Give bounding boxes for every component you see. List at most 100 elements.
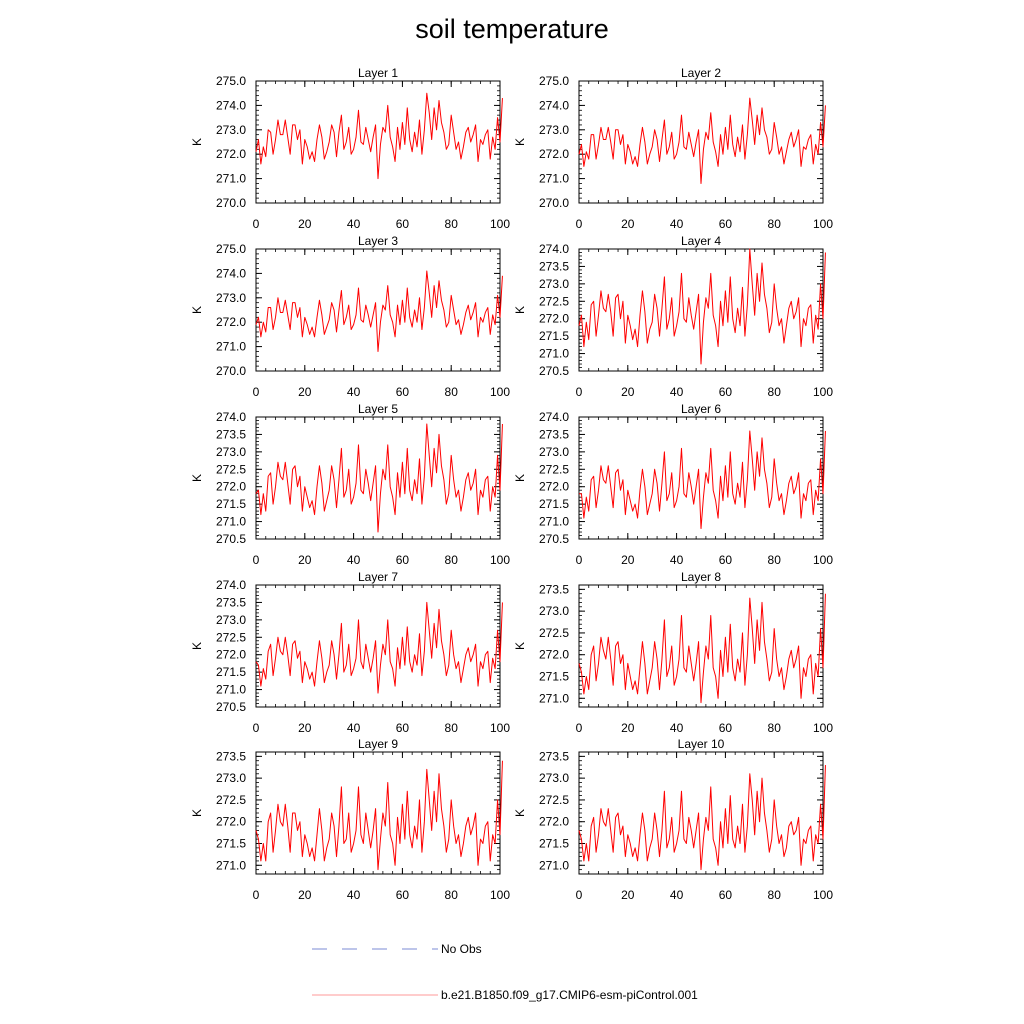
y-tick-label: 270.5	[216, 532, 246, 546]
x-tick-label: 60	[719, 217, 733, 231]
y-tick-label: 272.0	[539, 147, 569, 161]
x-tick-label: 40	[347, 217, 361, 231]
y-tick-label: 273.0	[216, 123, 246, 137]
x-tick-label: 100	[490, 385, 510, 399]
y-tick-label: 275.0	[216, 242, 246, 256]
y-tick-label: 272.5	[539, 626, 569, 640]
plot-frame	[578, 416, 824, 540]
x-tick-label: 20	[298, 888, 312, 902]
y-tick-label: 273.0	[216, 291, 246, 305]
y-tick-label: 274.0	[216, 578, 246, 592]
y-tick-label: 273.0	[539, 771, 569, 785]
y-tick-label: 272.0	[216, 147, 246, 161]
y-tick-label: 271.5	[539, 497, 569, 511]
y-tick-label: 271.0	[539, 515, 569, 529]
y-tick-label: 273.0	[539, 123, 569, 137]
x-tick-label: 100	[813, 217, 833, 231]
x-tick-label: 0	[253, 888, 260, 902]
legend-obs-label: No Obs	[441, 942, 482, 956]
y-tick-label: 274.0	[539, 410, 569, 424]
series-line	[579, 430, 826, 530]
x-tick-label: 40	[347, 721, 361, 735]
series-line	[578, 765, 826, 871]
x-tick-label: 100	[490, 888, 510, 902]
x-tick-label: 80	[445, 721, 459, 735]
plot-frame	[578, 751, 824, 875]
panel-title: Layer 7	[358, 570, 398, 584]
y-tick-label: 272.0	[216, 480, 246, 494]
panel-layer-9: Layer 9 K 271.0 271.5 272.0 272.5 273.0 273.5 0 2…	[190, 737, 510, 902]
y-tick-label: 271.0	[216, 172, 246, 186]
y-tick-label: 274.0	[216, 410, 246, 424]
x-tick-label: 40	[347, 385, 361, 399]
y-tick-label: 272.5	[539, 462, 569, 476]
panel-layer-3: Layer 3 K 270.0 271.0 272.0 273.0 274.0 275.0 0 2…	[190, 234, 510, 399]
y-tick-label: 271.0	[216, 340, 246, 354]
y-axis-label: K	[513, 306, 527, 314]
series-line	[578, 248, 826, 365]
y-tick-label: 273.0	[539, 277, 569, 291]
y-tick-label: 270.0	[539, 196, 569, 210]
y-axis-label: K	[190, 809, 204, 817]
y-tick-label: 272.5	[216, 793, 246, 807]
y-tick-label: 273.5	[216, 427, 246, 441]
x-tick-label: 40	[670, 553, 684, 567]
y-tick-label: 272.5	[216, 630, 246, 644]
x-tick-label: 20	[621, 385, 635, 399]
x-tick-label: 80	[445, 888, 459, 902]
x-tick-label: 20	[298, 553, 312, 567]
y-tick-label: 270.5	[216, 700, 246, 714]
panel-layer-1: Layer 1 K 270.0 271.0 272.0 273.0 274.0 275.0 0 2…	[190, 66, 510, 231]
series-line	[578, 97, 826, 184]
x-tick-label: 20	[621, 721, 635, 735]
series-line	[255, 760, 503, 871]
legend-model-label: b.e21.B1850.f09_g17.CMIP6-esm-piControl.…	[441, 988, 698, 1002]
x-tick-label: 40	[347, 553, 361, 567]
x-tick-label: 60	[396, 553, 410, 567]
x-tick-label: 60	[719, 385, 733, 399]
panel-layer-2: Layer 2 K 270.0 271.0 272.0 273.0 274.0 275.0 0 2…	[513, 66, 833, 231]
y-tick-label: 273.5	[216, 595, 246, 609]
x-tick-label: 100	[813, 553, 833, 567]
panel-layer-4: Layer 4 K 270.5 271.0 271.5 272.0 272.5 273.0 27…	[513, 234, 833, 399]
y-tick-label: 274.0	[216, 266, 246, 280]
y-tick-label: 271.0	[216, 683, 246, 697]
panel-layer-10: Layer 10 K 271.0 271.5 272.0 272.5 273.0 273.5 0…	[513, 737, 833, 902]
y-tick-label: 275.0	[216, 74, 246, 88]
y-tick-label: 271.5	[216, 665, 246, 679]
x-tick-label: 60	[719, 721, 733, 735]
panel-title: Layer 9	[358, 737, 398, 751]
y-tick-label: 272.5	[539, 294, 569, 308]
y-tick-label: 273.0	[539, 445, 569, 459]
x-tick-label: 100	[490, 217, 510, 231]
x-tick-label: 60	[396, 217, 410, 231]
y-tick-label: 273.0	[216, 771, 246, 785]
y-tick-label: 271.0	[539, 858, 569, 872]
x-tick-label: 0	[576, 888, 583, 902]
y-tick-label: 271.5	[216, 837, 246, 851]
y-tick-label: 270.5	[539, 532, 569, 546]
x-tick-label: 20	[621, 888, 635, 902]
panel-title: Layer 4	[681, 234, 721, 248]
x-tick-label: 60	[719, 553, 733, 567]
y-tick-label: 272.5	[539, 793, 569, 807]
y-tick-label: 272.0	[539, 480, 569, 494]
plot-frame	[255, 584, 501, 708]
y-tick-label: 271.0	[216, 858, 246, 872]
y-tick-label: 275.0	[539, 74, 569, 88]
x-tick-label: 0	[576, 217, 583, 231]
y-tick-label: 272.0	[216, 648, 246, 662]
x-tick-label: 0	[576, 385, 583, 399]
x-tick-label: 100	[490, 721, 510, 735]
y-tick-label: 274.0	[216, 98, 246, 112]
x-tick-label: 40	[670, 217, 684, 231]
y-axis-label: K	[190, 138, 204, 146]
page-title: soil temperature	[415, 14, 609, 44]
series-line	[255, 601, 503, 694]
series-line	[255, 423, 503, 533]
y-tick-label: 271.5	[539, 837, 569, 851]
x-tick-label: 80	[768, 385, 782, 399]
y-tick-label: 271.0	[539, 691, 569, 705]
x-tick-label: 100	[813, 888, 833, 902]
x-tick-label: 80	[768, 888, 782, 902]
